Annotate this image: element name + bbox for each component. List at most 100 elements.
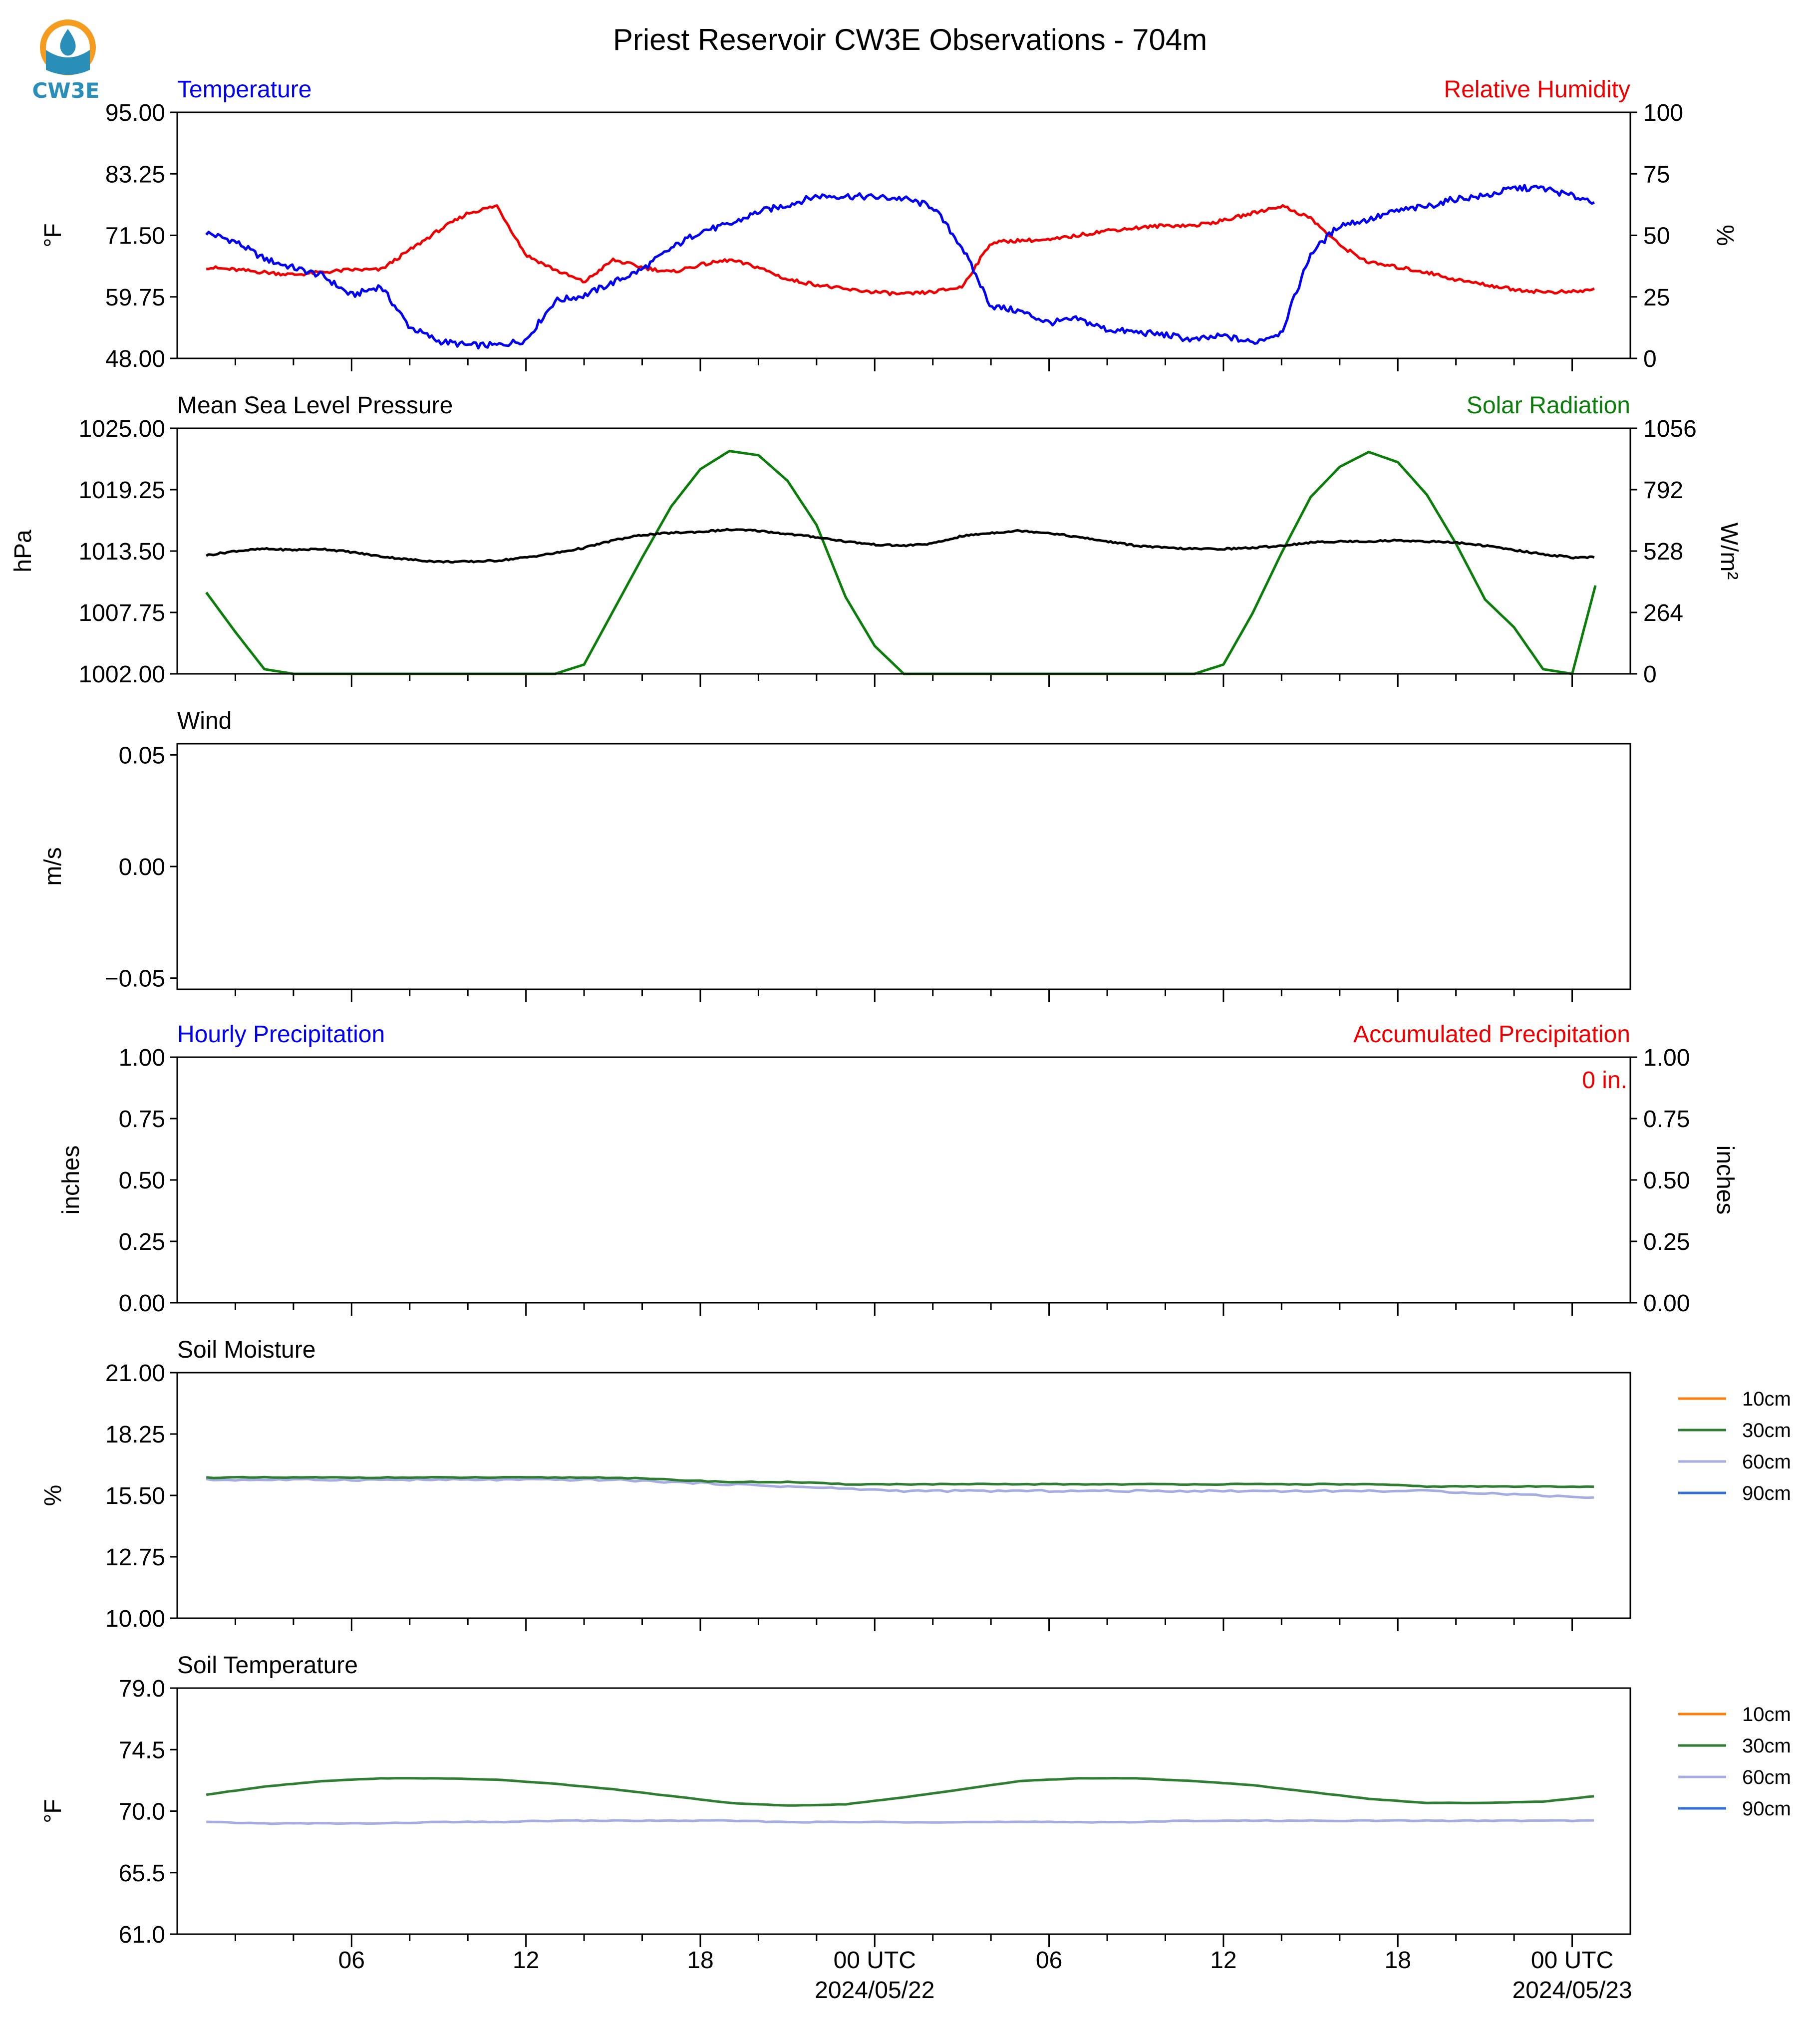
y-tick-label-left: 1007.75 — [78, 600, 165, 626]
panel-wind: Wind 0.05 0.00 −0.05 m/s — [40, 708, 1631, 1002]
y-tick-label-left: 1.00 — [119, 1045, 165, 1071]
panel-title-left: Hourly Precipitation — [177, 1021, 385, 1048]
y-tick-label-left: 61.0 — [119, 1922, 165, 1948]
y-axis-label-right: W/m² — [1716, 523, 1742, 580]
legend-label-10cm: 10cm — [1742, 1388, 1791, 1410]
panel-title-left: Mean Sea Level Pressure — [177, 392, 453, 419]
cw3e-logo: CW3E — [32, 19, 100, 103]
y-tick-label-right: 75 — [1643, 161, 1670, 188]
cw3e-logo-icon — [40, 19, 96, 75]
y-tick-label-left: 0.75 — [119, 1106, 165, 1133]
y-tick-label-left: 1025.00 — [78, 416, 165, 442]
panel-title-left: Temperature — [177, 76, 311, 103]
y-axis-label-left: m/s — [40, 847, 66, 885]
y-axis-label-left: % — [40, 1485, 66, 1506]
y-tick-label-left: 48.00 — [105, 346, 165, 372]
y-tick-label-left: 12.75 — [105, 1544, 165, 1571]
y-tick-label-left: 0.25 — [119, 1229, 165, 1255]
y-tick-label-left: 1002.00 — [78, 661, 165, 688]
panel-mean-sea-level-pressure: Mean Sea Level Pressure Solar Radiation 10… — [10, 392, 1742, 688]
y-tick-label-right: 0 — [1643, 661, 1657, 688]
humidity-line — [206, 204, 1595, 296]
x-tick-label: 00 UTC — [834, 1947, 916, 1974]
y-tick-label-left: 0.00 — [119, 854, 165, 880]
soil-30cm-line — [206, 1475, 1594, 1488]
panel-temperature: Temperature Relative Humidity 95.00 83.25 71… — [40, 76, 1738, 372]
pressure-line — [205, 528, 1595, 564]
y-tick-label-left: 79.0 — [119, 1676, 165, 1702]
legend: 10cm 30cm 60cm 90cm — [1678, 1704, 1791, 1820]
y-tick-label-left: 74.5 — [119, 1737, 165, 1763]
legend-label-30cm: 30cm — [1742, 1420, 1791, 1442]
y-tick-label-right: 0.50 — [1643, 1167, 1690, 1194]
y-tick-label-left: 0.05 — [119, 742, 165, 769]
y-tick-label-left: 21.00 — [105, 1360, 165, 1387]
y-tick-label-right: 1.00 — [1643, 1045, 1690, 1071]
legend-label-60cm: 60cm — [1742, 1451, 1791, 1473]
y-axis-label-left: inches — [58, 1146, 84, 1215]
y-tick-label-left: 1019.25 — [78, 477, 165, 504]
soil-60cm-line — [206, 1477, 1594, 1499]
figure-title: Priest Reservoir CW3E Observations - 704… — [613, 23, 1207, 56]
y-tick-label-right: 0.75 — [1643, 1106, 1690, 1133]
panel-title-left: Wind — [177, 708, 232, 734]
legend-label-60cm: 60cm — [1742, 1766, 1791, 1788]
legend-label-90cm: 90cm — [1742, 1482, 1791, 1504]
y-tick-label-right: 50 — [1643, 223, 1670, 250]
y-tick-label-left: 15.50 — [105, 1483, 165, 1509]
legend-label-30cm: 30cm — [1742, 1735, 1791, 1757]
y-axis-label-left: °F — [40, 223, 66, 248]
y-tick-label-right: 792 — [1643, 477, 1683, 504]
legend: 10cm 30cm 60cm 90cm — [1678, 1388, 1791, 1504]
panel-hourly-precipitation: Hourly Precipitation Accumulated Precipit… — [58, 1021, 1738, 1317]
x-tick-label: 12 — [1210, 1947, 1236, 1974]
logo-text: CW3E — [32, 78, 99, 103]
y-tick-label-left: 83.25 — [105, 161, 165, 188]
legend-label-10cm: 10cm — [1742, 1704, 1791, 1726]
y-tick-label-right: 25 — [1643, 285, 1670, 311]
y-tick-label-right: 528 — [1643, 539, 1683, 565]
y-tick-label-left: 0.00 — [119, 1290, 165, 1317]
temperature-line — [205, 184, 1595, 350]
solar-radiation-line — [205, 450, 1597, 675]
panel-title-right: Relative Humidity — [1444, 76, 1630, 103]
y-tick-label-left: 18.25 — [105, 1422, 165, 1448]
y-axis-label-left: hPa — [10, 530, 36, 573]
panel-title-right: Solar Radiation — [1467, 392, 1630, 419]
x-tick-label: 18 — [1385, 1947, 1411, 1974]
x-tick-label: 12 — [513, 1947, 539, 1974]
y-tick-label-right: 0 — [1643, 346, 1657, 372]
x-tick-label: 06 — [338, 1947, 365, 1974]
y-tick-label-left: 65.5 — [119, 1860, 165, 1887]
legend-label-90cm: 90cm — [1742, 1798, 1791, 1820]
y-axis-label-left: °F — [40, 1799, 66, 1823]
y-tick-label-right: 0.00 — [1643, 1290, 1690, 1317]
panel-title-left: Soil Moisture — [177, 1337, 315, 1363]
x-date-label: 2024/05/23 — [1512, 1977, 1632, 2004]
x-date-label: 2024/05/22 — [815, 1977, 934, 2004]
x-tick-label: 18 — [687, 1947, 713, 1974]
y-tick-label-right: 1056 — [1643, 416, 1697, 442]
y-tick-label-left: 0.50 — [119, 1167, 165, 1194]
soil-30cm-line — [206, 1777, 1594, 1807]
y-tick-label-right: 0.25 — [1643, 1229, 1690, 1255]
panel-title-right: Accumulated Precipitation — [1353, 1021, 1630, 1048]
x-tick-label: 06 — [1036, 1947, 1062, 1974]
y-tick-label-left: 70.0 — [119, 1799, 165, 1825]
y-tick-label-left: 95.00 — [105, 100, 165, 126]
x-tick-label: 00 UTC — [1531, 1947, 1613, 1974]
y-tick-label-right: 100 — [1643, 100, 1683, 126]
y-tick-label-left: 1013.50 — [78, 539, 165, 565]
x-axis-labels: 06 12 18 00 UTC 06 12 18 00 UTC 2024/05/22 2024/0… — [338, 1947, 1632, 2004]
accumulated-precip-annotation: 0 in. — [1582, 1067, 1627, 1094]
y-tick-label-left: 10.00 — [105, 1606, 165, 1632]
panel-soil-moisture: Soil Moisture 21.00 18.25 15.50 12.75 10.00% 1… — [40, 1337, 1791, 1632]
y-axis-label-right: % — [1712, 225, 1738, 246]
soil-60cm-line — [206, 1819, 1594, 1825]
y-tick-label-left: −0.05 — [105, 966, 165, 992]
y-tick-label-left: 59.75 — [105, 285, 165, 311]
panel-soil-temperature: Soil Temperature 79.0 74.5 70.0 65.5 61.0 °F 10… — [40, 1652, 1791, 1948]
y-axis-label-right: inches — [1712, 1146, 1738, 1215]
y-tick-label-left: 71.50 — [105, 223, 165, 250]
